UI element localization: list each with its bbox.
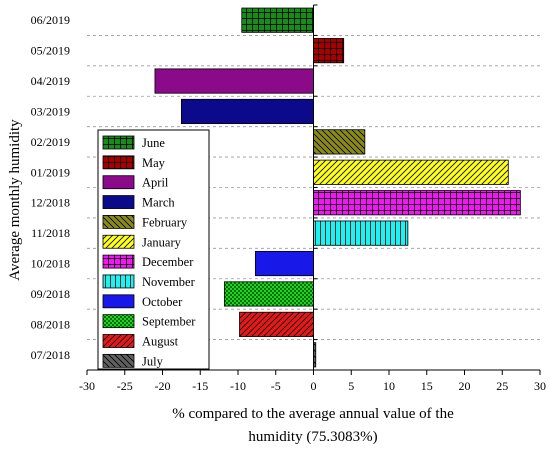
x-axis-title-line-1: % compared to the average annual value o… bbox=[172, 406, 454, 422]
x-tick-label: 0 bbox=[311, 379, 317, 393]
x-tick-label: -20 bbox=[155, 379, 171, 393]
x-tick-label: -30 bbox=[79, 379, 95, 393]
category-label: 08/2018 bbox=[31, 317, 70, 331]
legend-label: August bbox=[142, 335, 179, 349]
bar-08-2018 bbox=[239, 311, 314, 337]
bar-05-2019 bbox=[313, 38, 345, 64]
x-tick-label: -5 bbox=[271, 379, 281, 393]
legend-swatch bbox=[102, 353, 135, 368]
bar-09-2018 bbox=[224, 281, 314, 307]
legend-label: December bbox=[142, 255, 194, 269]
category-label: 04/2019 bbox=[31, 74, 70, 88]
legend-swatch bbox=[102, 175, 135, 190]
legend-swatch bbox=[102, 195, 135, 209]
category-label: 06/2019 bbox=[31, 13, 70, 27]
bar-06-2019 bbox=[241, 7, 314, 33]
legend-swatch bbox=[102, 234, 135, 249]
bar-01-2019 bbox=[313, 159, 509, 185]
legend-label: May bbox=[142, 156, 166, 170]
x-tick-label: 25 bbox=[496, 379, 508, 393]
x-tick-label: -25 bbox=[117, 379, 133, 393]
axes bbox=[86, 4, 541, 375]
legend-swatch bbox=[102, 155, 135, 170]
x-tick-label: 10 bbox=[383, 379, 395, 393]
category-label: 11/2018 bbox=[31, 226, 70, 240]
bar-12-2018 bbox=[313, 190, 521, 216]
legend-label: February bbox=[142, 215, 188, 229]
category-label: 03/2019 bbox=[31, 104, 70, 118]
legend-swatch bbox=[102, 274, 135, 289]
category-labels: 06/2019 05/2019 04/2019 03/2019 02/2019 01/20… bbox=[31, 13, 70, 362]
legend-swatch bbox=[102, 254, 135, 269]
legend-label: June bbox=[142, 136, 165, 150]
legend-label: November bbox=[142, 275, 196, 289]
legend-label: January bbox=[142, 235, 182, 249]
x-tick-label: 20 bbox=[459, 379, 471, 393]
x-tick-label: 15 bbox=[421, 379, 433, 393]
legend: June May April March February January December… bbox=[97, 129, 210, 370]
category-label: 12/2018 bbox=[31, 196, 70, 210]
category-label: 10/2018 bbox=[31, 257, 70, 271]
legend-label: April bbox=[142, 176, 169, 190]
x-tick-labels: -30 -25 -20 -15 -10 -5 0 5 10 15 20 25 30 bbox=[79, 379, 546, 393]
x-tick-label: 30 bbox=[534, 379, 546, 393]
x-tick-label: -10 bbox=[230, 379, 246, 393]
x-tick-label: -15 bbox=[192, 379, 208, 393]
x-axis-title-line-2: humidity (75.3083%) bbox=[248, 429, 377, 445]
category-label: 02/2019 bbox=[31, 135, 70, 149]
legend-box bbox=[97, 129, 210, 370]
category-label: 09/2018 bbox=[31, 287, 70, 301]
legend-label: July bbox=[142, 354, 164, 368]
category-label: 05/2019 bbox=[31, 44, 70, 58]
legend-label: October bbox=[142, 295, 183, 309]
y-axis-title: Average monthly humidity bbox=[7, 119, 23, 281]
bar-02-2019 bbox=[313, 129, 366, 155]
bars bbox=[154, 7, 521, 368]
legend-swatch bbox=[102, 135, 135, 150]
legend-swatch bbox=[102, 294, 135, 309]
legend-swatch bbox=[102, 334, 135, 348]
bar-04-2019 bbox=[154, 68, 314, 94]
bar-03-2019 bbox=[180, 98, 314, 125]
category-label: 01/2019 bbox=[31, 165, 70, 179]
bar-10-2018 bbox=[254, 250, 314, 277]
legend-label: September bbox=[142, 315, 196, 329]
bar-11-2018 bbox=[313, 220, 409, 246]
x-tick-label: 5 bbox=[348, 379, 354, 393]
legend-swatch bbox=[102, 214, 135, 229]
legend-label: March bbox=[142, 196, 175, 210]
category-label: 07/2018 bbox=[31, 348, 70, 362]
legend-swatch bbox=[102, 314, 135, 329]
